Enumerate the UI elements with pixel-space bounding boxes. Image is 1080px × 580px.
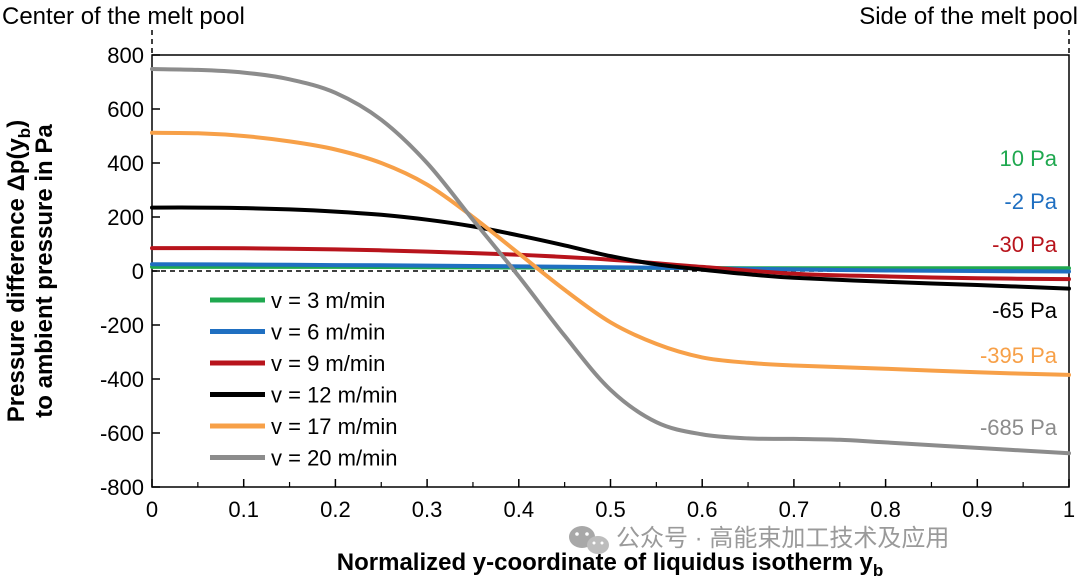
y-axis-label-line2: to ambient pressure in Pa — [31, 124, 58, 418]
x-tick-label: 0.4 — [504, 497, 535, 522]
end-label: -65 Pa — [992, 298, 1058, 323]
x-tick-label: 0.1 — [228, 497, 259, 522]
wechat-icon — [569, 526, 609, 554]
x-tick-label: 0.5 — [595, 497, 626, 522]
end-label: -395 Pa — [980, 343, 1058, 368]
x-tick-label: 0.8 — [870, 497, 901, 522]
y-axis-ticks: -800 -600 -400 -200 0 200 400 600 800 — [100, 43, 160, 500]
x-tick-label: 1 — [1063, 497, 1075, 522]
series-line-3 — [150, 246, 1071, 282]
y-tick-label: 600 — [107, 97, 144, 122]
corner-label-left: Center of the melt pool — [2, 3, 245, 30]
y-tick-label: 200 — [107, 205, 144, 230]
end-label: 10 Pa — [1000, 146, 1058, 171]
y-axis-label: Pressure difference Δp(yb) to ambient pr… — [3, 120, 58, 422]
x-axis-label-main: Normalized y-coordinate of liquidus isot… — [337, 549, 874, 576]
y-tick-label: 800 — [107, 43, 144, 68]
y-axis-label-line1-main: Pressure difference Δp(y — [3, 138, 30, 423]
legend-item-label: v = 6 m/min — [271, 320, 385, 345]
y-tick-label: -400 — [100, 367, 144, 392]
legend-item-label: v = 17 m/min — [271, 414, 398, 439]
y-tick-label: 400 — [107, 151, 144, 176]
y-tick-label: -600 — [100, 421, 144, 446]
series-line-2 — [150, 262, 1071, 274]
end-label: -685 Pa — [980, 415, 1058, 440]
legend: v = 3 m/min v = 6 m/min v = 9 m/min v = 12 … — [210, 288, 398, 471]
x-tick-label: 0.6 — [687, 497, 718, 522]
series-line-4 — [150, 205, 1071, 291]
watermark-text: 公众号 · 高能束加工技术及应用 — [616, 525, 949, 552]
y-tick-label: -800 — [100, 475, 144, 500]
x-tick-label: 0.2 — [320, 497, 351, 522]
end-labels: 10 Pa -2 Pa -30 Pa -65 Pa -395 Pa -685 Pa — [980, 146, 1058, 440]
end-label: -30 Pa — [992, 232, 1058, 257]
series-lines — [150, 67, 1071, 456]
y-axis-label-line1-end: ) — [3, 120, 30, 128]
y-tick-label: -200 — [100, 313, 144, 338]
end-label: -2 Pa — [1004, 189, 1057, 214]
y-tick-label: 0 — [132, 259, 144, 284]
series-line-6 — [150, 67, 1071, 456]
x-axis-ticks: 0 0.1 0.2 0.3 0.4 0.5 0.6 0.7 0.8 0.9 1 — [146, 479, 1075, 522]
legend-item-label: v = 9 m/min — [271, 351, 385, 376]
series-line-5 — [150, 130, 1071, 377]
x-tick-label: 0 — [146, 497, 158, 522]
x-tick-label: 0.9 — [962, 497, 993, 522]
y-axis-label-line1: Pressure difference Δp(yb) — [3, 120, 34, 422]
legend-item-label: v = 12 m/min — [271, 383, 398, 408]
x-tick-label: 0.3 — [412, 497, 443, 522]
legend-item-label: v = 20 m/min — [271, 446, 398, 471]
x-axis-label: Normalized y-coordinate of liquidus isot… — [337, 549, 883, 580]
legend-item-label: v = 3 m/min — [271, 288, 385, 313]
corner-label-right: Side of the melt pool — [859, 3, 1078, 30]
y-axis-label-line1-sub: b — [15, 128, 34, 138]
x-axis-label-sub: b — [873, 561, 883, 580]
watermark: 公众号 · 高能束加工技术及应用 — [569, 525, 949, 554]
x-tick-label: 0.7 — [779, 497, 810, 522]
